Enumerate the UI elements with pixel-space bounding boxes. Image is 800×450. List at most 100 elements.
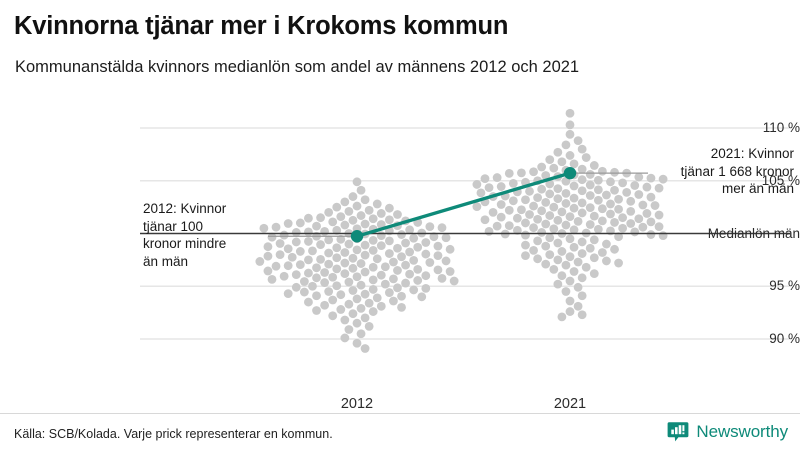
municipality-dot xyxy=(614,204,623,214)
municipality-dot xyxy=(646,230,656,239)
municipality-dot xyxy=(589,253,599,263)
municipality-dot xyxy=(255,257,265,266)
municipality-dot xyxy=(472,202,482,211)
municipality-dot xyxy=(340,258,350,268)
municipality-dot xyxy=(348,286,358,295)
municipality-dot xyxy=(393,266,402,275)
municipality-dot xyxy=(577,291,587,301)
municipality-dot xyxy=(348,309,358,319)
footer-divider xyxy=(0,413,800,414)
municipality-dot xyxy=(316,240,325,249)
municipality-dot xyxy=(525,210,534,219)
municipality-dot xyxy=(626,196,636,206)
municipality-dot xyxy=(401,238,410,248)
municipality-dot xyxy=(380,262,390,272)
municipality-dot xyxy=(545,250,555,259)
municipality-dot xyxy=(433,265,443,275)
municipality-dot xyxy=(634,214,644,224)
municipality-dot xyxy=(328,272,338,282)
municipality-dot xyxy=(581,262,591,272)
municipality-dot xyxy=(348,263,358,273)
municipality-dot xyxy=(642,209,652,218)
municipality-dot xyxy=(496,212,506,222)
municipality-dot xyxy=(658,231,668,241)
municipality-dot xyxy=(441,233,451,243)
municipality-dot xyxy=(364,205,374,215)
municipality-dot xyxy=(565,151,575,160)
municipality-dot xyxy=(573,282,583,292)
municipality-dot xyxy=(299,287,309,297)
municipality-dot xyxy=(425,258,435,267)
municipality-dot xyxy=(267,232,277,242)
municipality-dot xyxy=(356,211,366,220)
municipality-dot xyxy=(389,257,398,267)
municipality-dot xyxy=(320,278,330,287)
municipality-dot xyxy=(553,215,563,225)
municipality-dot xyxy=(263,242,273,252)
municipality-dot xyxy=(549,202,559,212)
municipality-dot xyxy=(557,271,567,281)
municipality-dot xyxy=(352,338,362,348)
municipality-dot xyxy=(577,144,587,154)
municipality-dot xyxy=(573,136,583,146)
municipality-dot xyxy=(472,180,482,189)
municipality-dot xyxy=(577,249,587,258)
municipality-dot xyxy=(529,245,538,255)
municipality-dot xyxy=(618,213,628,223)
municipality-dot xyxy=(449,276,459,286)
municipality-dot xyxy=(348,253,358,263)
municipality-dot xyxy=(291,228,301,237)
municipality-dot xyxy=(565,252,575,262)
municipality-dot xyxy=(389,274,398,284)
municipality-dot xyxy=(368,235,378,245)
municipality-dot xyxy=(340,197,350,207)
municipality-dot xyxy=(397,252,406,262)
municipality-dot xyxy=(344,239,354,249)
municipality-dot xyxy=(614,194,623,204)
municipality-dot xyxy=(324,235,334,245)
newsworthy-logo[interactable]: Newsworthy xyxy=(667,421,788,443)
municipality-dot xyxy=(606,199,615,209)
municipality-dot xyxy=(622,187,632,197)
municipality-dot xyxy=(413,242,423,252)
highlight-dot-2021 xyxy=(563,166,577,180)
municipality-dot xyxy=(577,175,587,185)
municipality-dot xyxy=(283,244,293,254)
municipality-dot xyxy=(433,241,443,251)
municipality-dot xyxy=(421,283,431,293)
municipality-dot xyxy=(384,203,394,213)
municipality-dot xyxy=(654,183,664,193)
municipality-dot xyxy=(316,213,325,223)
page-subtitle: Kommunanstälda kvinnors medianlön som an… xyxy=(15,58,580,76)
municipality-dot xyxy=(437,273,447,283)
municipality-dot xyxy=(512,213,522,223)
municipality-dot xyxy=(340,248,350,257)
municipality-dot xyxy=(610,167,619,177)
municipality-dot xyxy=(304,268,313,278)
municipality-dot xyxy=(291,282,301,292)
municipality-dot xyxy=(328,217,338,227)
municipality-dot xyxy=(496,200,506,209)
municipality-dot xyxy=(376,209,386,218)
municipality-dot xyxy=(372,199,382,209)
municipality-dot xyxy=(634,190,644,199)
municipality-dot xyxy=(573,216,583,226)
municipality-dot xyxy=(537,206,547,216)
municipality-dot xyxy=(368,245,378,255)
municipality-dot xyxy=(259,223,269,233)
municipality-dot xyxy=(368,262,378,272)
y-axis-label-90: 90 % xyxy=(769,331,800,346)
municipality-dot xyxy=(597,248,607,257)
municipality-dot xyxy=(304,237,313,246)
logo-wordmark: Newsworthy xyxy=(696,422,788,441)
municipality-dot xyxy=(344,299,354,309)
municipality-dot xyxy=(618,223,628,233)
municipality-dot xyxy=(332,225,342,235)
municipality-dot xyxy=(291,237,301,247)
municipality-dot xyxy=(352,177,362,187)
municipality-dot xyxy=(557,312,567,322)
municipality-dot xyxy=(545,189,555,199)
municipality-dot xyxy=(541,259,551,269)
municipality-dot xyxy=(573,257,583,267)
municipality-dot xyxy=(529,223,538,233)
